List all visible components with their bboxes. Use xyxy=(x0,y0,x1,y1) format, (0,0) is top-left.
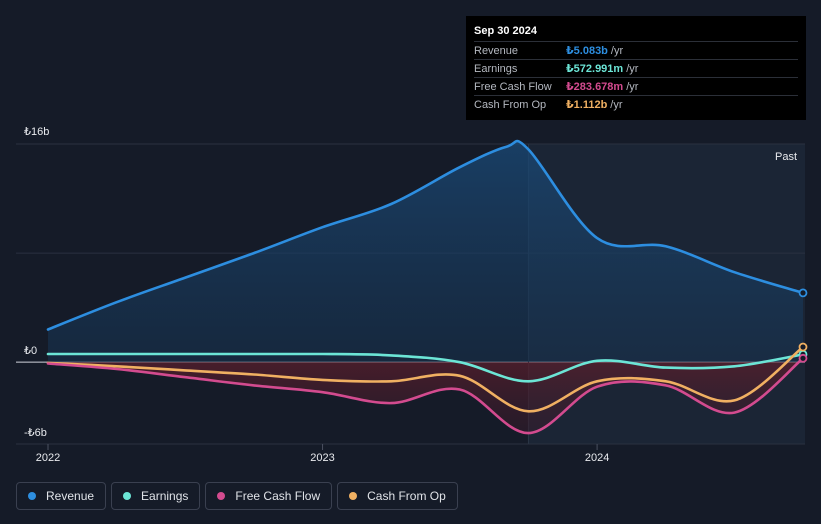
legend: Revenue Earnings Free Cash Flow Cash Fro… xyxy=(16,482,463,510)
y-tick-label: ₺16b xyxy=(24,126,49,138)
tooltip-value: ₺5.083b xyxy=(566,45,608,57)
legend-dot-icon xyxy=(217,492,226,500)
x-tick-label: 2024 xyxy=(585,452,609,464)
x-tick-label: 2022 xyxy=(36,452,60,464)
free-cash-flow-line xyxy=(46,357,805,435)
tooltip-label: Cash From Op xyxy=(474,98,547,111)
tooltip: Sep 30 2024 Revenue ₺5.083b /yr Earnings… xyxy=(466,16,806,120)
legend-item-revenue[interactable]: Revenue xyxy=(16,482,107,510)
legend-item-free-cash-flow[interactable]: Free Cash Flow xyxy=(205,482,333,510)
cash-from-op-line xyxy=(46,345,805,413)
y-tick-label: -₺6b xyxy=(24,427,47,439)
tooltip-unit: /yr xyxy=(610,98,623,111)
revenue-area xyxy=(48,141,803,363)
tooltip-date: Sep 30 2024 xyxy=(474,25,537,37)
tooltip-value: ₺1.112b xyxy=(566,99,608,111)
revenue-line xyxy=(46,139,805,331)
tooltip-unit: /yr xyxy=(610,44,624,57)
legend-dot-icon xyxy=(28,492,36,500)
tooltip-label: Earnings xyxy=(474,62,518,75)
earnings-line xyxy=(46,352,805,383)
tooltip-row-free-cash-flow: Free Cash Flow ₺283.678m /yr xyxy=(474,77,798,95)
legend-item-earnings[interactable]: Earnings xyxy=(111,482,201,510)
cash-from-op-endpoint xyxy=(798,342,808,352)
free-cash-flow-area xyxy=(48,358,803,434)
tooltip-row-cash-from-op: Cash From Op ₺1.112b /yr xyxy=(474,95,798,113)
x-tick-label: 2023 xyxy=(310,452,334,464)
legend-dot-icon xyxy=(349,492,358,500)
past-label: Past xyxy=(775,151,797,163)
tooltip-label: Free Cash Flow xyxy=(474,80,552,93)
tooltip-value: ₺283.678m xyxy=(566,81,624,93)
revenue-endpoint xyxy=(798,288,808,298)
tooltip-unit: /yr xyxy=(626,80,639,93)
y-tick-label: ₺0 xyxy=(24,345,37,357)
free-cash-flow-endpoint xyxy=(798,353,808,363)
legend-label: Earnings xyxy=(141,489,189,503)
tooltip-label: Revenue xyxy=(474,44,519,57)
legend-label: Cash From Op xyxy=(367,489,446,503)
legend-dot-icon xyxy=(123,492,132,500)
legend-label: Free Cash Flow xyxy=(235,489,321,503)
legend-item-cash-from-op[interactable]: Cash From Op xyxy=(337,482,458,510)
legend-label: Revenue xyxy=(46,489,95,503)
tooltip-row-earnings: Earnings ₺572.991m /yr xyxy=(474,59,798,77)
tooltip-row-revenue: Revenue ₺5.083b /yr xyxy=(474,41,798,59)
tooltip-unit: /yr xyxy=(626,62,639,75)
tooltip-value: ₺572.991m xyxy=(566,63,624,75)
